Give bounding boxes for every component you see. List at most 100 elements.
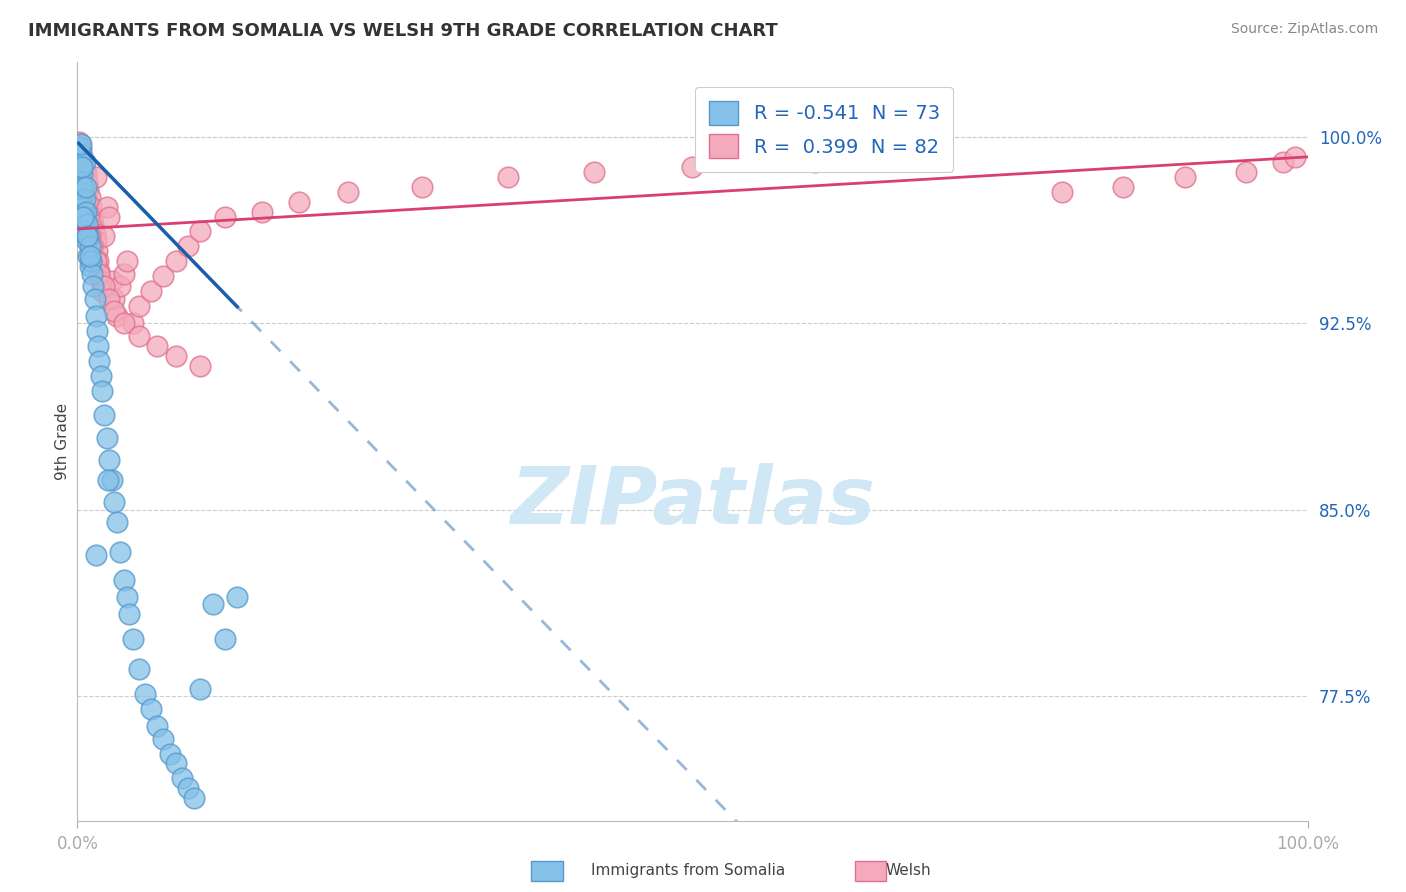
Point [72, 210, 94, 224]
Point [103, 304, 125, 318]
Point [110, 545, 132, 559]
Point [146, 719, 169, 733]
Point [67, 143, 90, 157]
Point [67, 175, 90, 189]
Point [118, 607, 141, 622]
Point [159, 747, 181, 761]
Point [73, 179, 96, 194]
Point [72, 172, 94, 186]
Point [73, 192, 96, 206]
Point [165, 254, 187, 268]
Point [583, 165, 606, 179]
Point [165, 756, 187, 771]
Point [115, 254, 138, 268]
Point [214, 210, 236, 224]
Point [69, 137, 91, 152]
Point [76, 229, 98, 244]
Point [79, 189, 101, 203]
Point [188, 225, 212, 239]
Point [103, 495, 125, 509]
Point [75, 204, 97, 219]
Point [69, 150, 91, 164]
Point [73, 154, 96, 169]
Y-axis label: 9th Grade: 9th Grade [55, 403, 70, 480]
Point [80, 254, 103, 268]
Point [86, 244, 108, 259]
Point [90, 368, 112, 383]
Point [70, 167, 93, 181]
Text: ZIPatlas: ZIPatlas [510, 463, 875, 541]
Point [76, 175, 98, 189]
Point [70, 179, 93, 194]
Point [90, 274, 112, 288]
Point [72, 217, 94, 231]
Point [115, 590, 138, 604]
Point [67, 160, 90, 174]
Point [105, 309, 128, 323]
Point [84, 235, 107, 249]
Point [86, 324, 108, 338]
Point [226, 590, 249, 604]
Point [79, 229, 101, 244]
Point [70, 175, 93, 189]
Point [170, 772, 193, 786]
Point [112, 317, 135, 331]
Point [73, 204, 96, 219]
Point [70, 189, 93, 203]
Point [1112, 179, 1135, 194]
Point [70, 160, 93, 174]
Point [121, 317, 143, 331]
Point [98, 210, 121, 224]
Point [70, 150, 93, 164]
Point [93, 409, 115, 423]
Point [97, 473, 120, 487]
Point [101, 473, 124, 487]
Point [90, 284, 114, 298]
Point [82, 267, 104, 281]
Point [76, 235, 98, 249]
Point [69, 169, 91, 184]
Point [134, 687, 156, 701]
Point [79, 260, 101, 274]
Point [93, 279, 115, 293]
Point [112, 267, 135, 281]
Point [82, 239, 104, 253]
Point [67, 150, 90, 164]
Text: Welsh: Welsh [886, 863, 931, 878]
Point [201, 598, 224, 612]
Point [128, 662, 150, 676]
Text: Immigrants from Somalia: Immigrants from Somalia [591, 863, 785, 878]
Point [188, 359, 212, 373]
Point [72, 154, 94, 169]
Point [146, 339, 169, 353]
Point [496, 169, 519, 184]
Point [152, 269, 174, 284]
Point [79, 207, 101, 221]
Point [70, 160, 93, 174]
Point [165, 349, 187, 363]
Point [69, 167, 91, 181]
Point [70, 137, 93, 152]
Point [70, 210, 93, 224]
Point [69, 154, 91, 169]
Point [89, 353, 111, 368]
Point [73, 162, 96, 177]
Point [101, 274, 124, 288]
Point [84, 309, 107, 323]
Point [141, 702, 163, 716]
Text: Source: ZipAtlas.com: Source: ZipAtlas.com [1230, 22, 1378, 37]
Point [128, 329, 150, 343]
Point [83, 227, 105, 241]
Point [177, 239, 200, 253]
Point [110, 279, 132, 293]
Point [928, 150, 950, 164]
Point [70, 175, 93, 189]
Point [67, 135, 90, 149]
Point [98, 453, 121, 467]
Point [411, 179, 433, 194]
Point [79, 249, 101, 263]
Point [1050, 185, 1073, 199]
Point [69, 140, 91, 154]
Text: IMMIGRANTS FROM SOMALIA VS WELSH 9TH GRADE CORRELATION CHART: IMMIGRANTS FROM SOMALIA VS WELSH 9TH GRA… [28, 22, 778, 40]
Point [89, 267, 111, 281]
